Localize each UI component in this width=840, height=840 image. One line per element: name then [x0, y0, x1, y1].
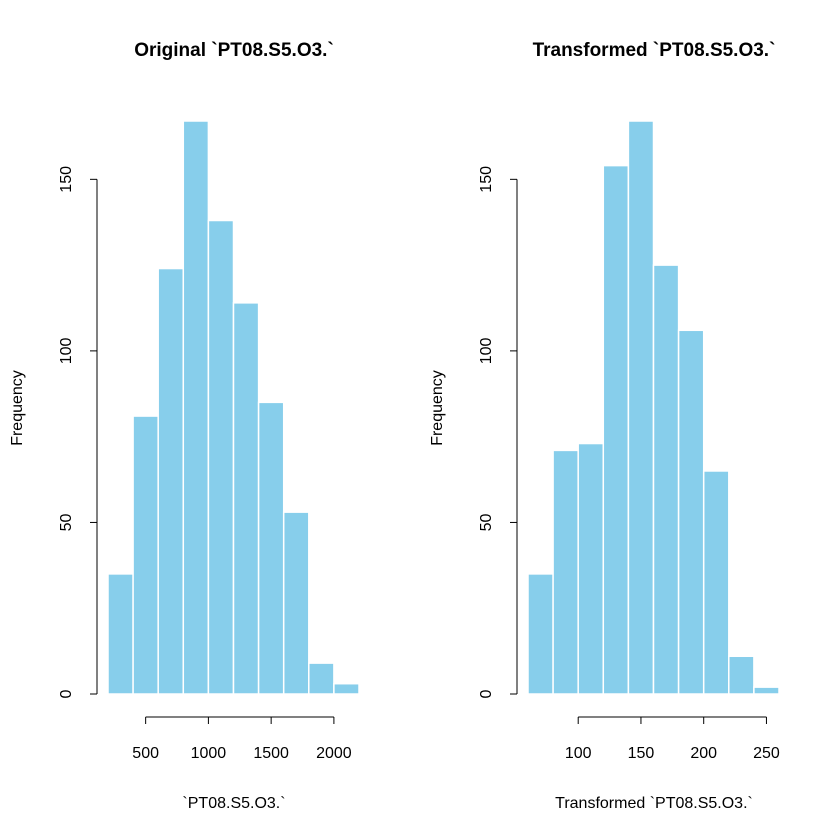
transformed-histogram-y-axis: 0 50 100 150 — [478, 166, 518, 698]
original-histogram-bar — [157, 267, 185, 695]
transformed-histogram-bar — [552, 449, 579, 695]
transformed-histogram-bar — [527, 573, 554, 695]
original-histogram-y-axis: 0 50 100 150 — [58, 166, 98, 698]
original-histogram-bar — [282, 511, 310, 695]
transformed-histogram-bar — [753, 686, 780, 695]
transformed-histogram-bar — [602, 164, 630, 695]
original-histogram-x-tick-label: 1000 — [191, 745, 227, 762]
original-histogram-bars — [107, 120, 360, 695]
original-histogram-x-axis: 500 1000 1500 2000 — [132, 716, 352, 762]
original-histogram-bar — [257, 401, 285, 695]
transformed-histogram-bars — [527, 120, 780, 695]
original-histogram-bar — [132, 415, 159, 695]
original-histogram-x-tick-label: 1500 — [253, 745, 289, 762]
transformed-histogram-title: Transformed `PT08.S5.O3.` — [533, 40, 776, 61]
transformed-histogram-bar — [627, 120, 655, 695]
original-histogram-bar — [232, 302, 260, 695]
transformed-histogram-y-tick-label: 0 — [478, 689, 495, 698]
original-histogram-x-axis-label: `PT08.S5.O3.` — [182, 795, 285, 812]
transformed-histogram-bar — [677, 329, 705, 695]
original-histogram-bar — [308, 662, 335, 695]
original-histogram-y-axis-label: Frequency — [9, 370, 26, 446]
transformed-histogram-x-tick-label: 200 — [690, 745, 717, 762]
transformed-histogram-y-tick-label: 150 — [478, 166, 495, 193]
transformed-histogram-bar — [702, 470, 730, 695]
original-histogram-title: Original `PT08.S5.O3.` — [134, 40, 334, 61]
original-histogram-y-tick-label: 50 — [58, 513, 75, 531]
original-histogram-panel: Original `PT08.S5.O3.` 500 1000 1500 2000 0… — [9, 40, 360, 812]
original-histogram-x-tick-label: 2000 — [316, 745, 352, 762]
original-histogram-bar — [207, 219, 235, 695]
transformed-histogram-x-axis-label: Transformed `PT08.S5.O3.` — [555, 795, 753, 812]
original-histogram-bar — [333, 682, 360, 695]
transformed-histogram-panel: Transformed `PT08.S5.O3.` 100 150 200 250 0… — [429, 40, 780, 812]
transformed-histogram-x-tick-label: 100 — [565, 745, 592, 762]
transformed-histogram-y-tick-label: 100 — [478, 337, 495, 364]
original-histogram-x-tick-label: 500 — [132, 745, 159, 762]
original-histogram-bar — [182, 120, 210, 695]
original-histogram-y-tick-label: 150 — [58, 166, 75, 193]
transformed-histogram-bar — [652, 264, 680, 695]
transformed-histogram-x-tick-label: 150 — [628, 745, 655, 762]
transformed-histogram-x-axis: 100 150 200 250 — [565, 716, 780, 762]
transformed-histogram-y-axis-label: Frequency — [429, 370, 446, 446]
original-histogram-y-tick-label: 100 — [58, 337, 75, 364]
original-histogram-y-tick-label: 0 — [58, 689, 75, 698]
transformed-histogram-bar — [728, 655, 755, 695]
original-histogram-bar — [107, 573, 134, 695]
transformed-histogram-y-tick-label: 50 — [478, 513, 495, 531]
transformed-histogram-x-tick-label: 250 — [753, 745, 780, 762]
transformed-histogram-bar — [577, 442, 605, 695]
